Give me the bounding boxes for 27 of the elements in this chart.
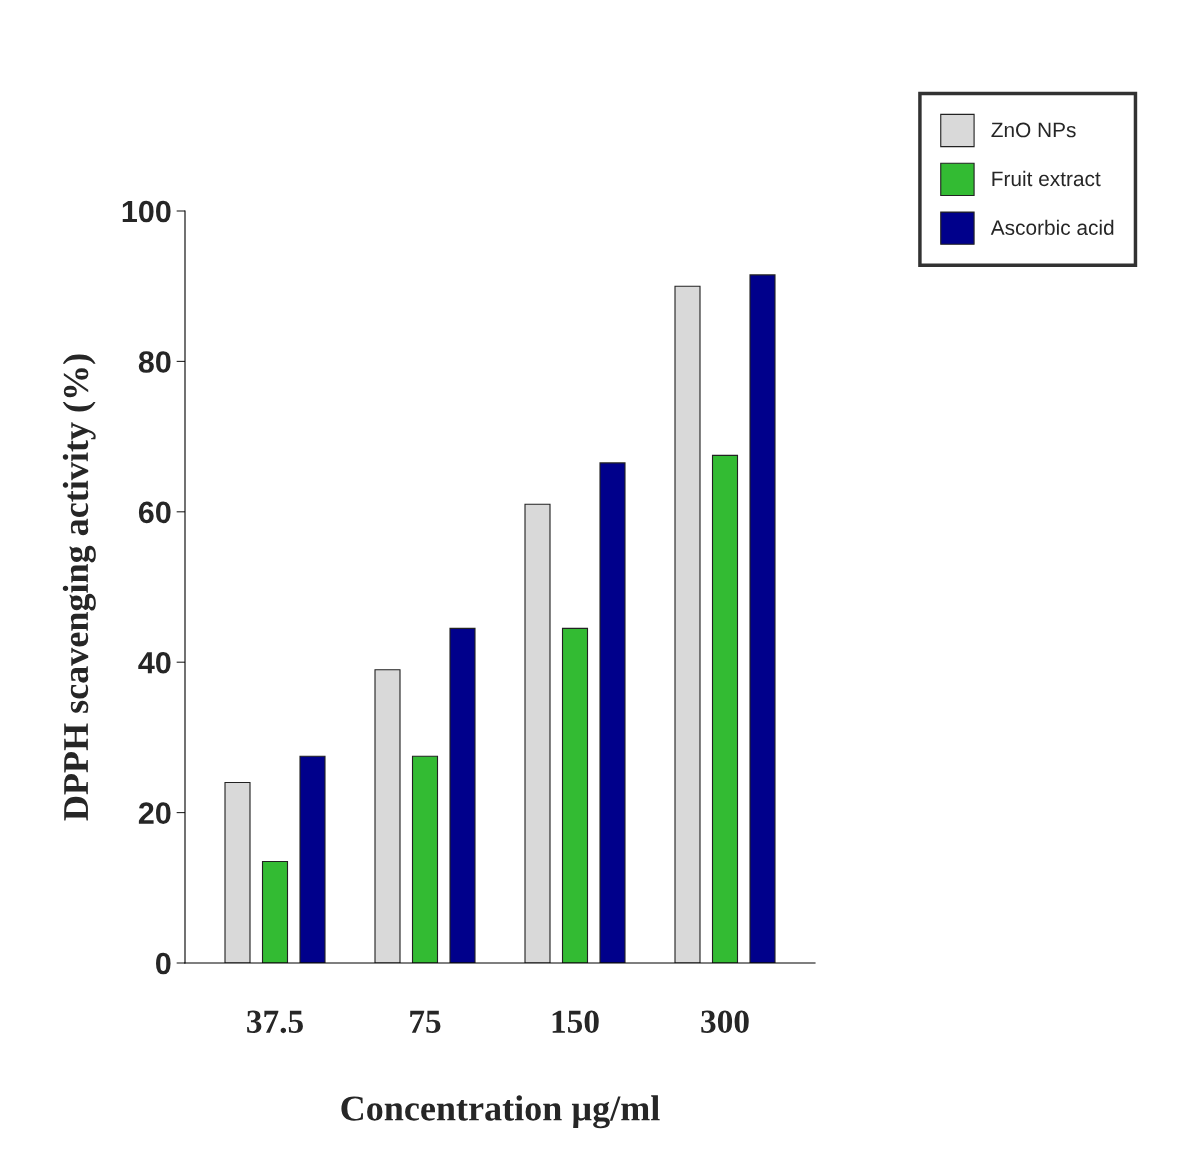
- legend-label: ZnO NPs: [991, 122, 1076, 138]
- bar: [374, 669, 401, 963]
- y-tick-label: 60: [138, 501, 171, 524]
- legend-label: Fruit extract: [992, 170, 1101, 187]
- bar: [749, 274, 776, 963]
- y-tick-label: 0: [156, 952, 171, 975]
- y-tick-label: 20: [138, 802, 171, 824]
- bar: [524, 503, 551, 963]
- bar: [224, 781, 251, 963]
- bar: [711, 454, 739, 963]
- x-tick-label: 37.5: [247, 1010, 303, 1034]
- x-tick-label: 300: [701, 1010, 749, 1033]
- y-axis-title: DPPH scavenging activity (%): [62, 354, 96, 821]
- legend-label: Ascorbic acid: [990, 219, 1114, 236]
- bar: [261, 860, 289, 963]
- x-tick-label: 150: [552, 1010, 599, 1033]
- bar: [449, 627, 476, 963]
- y-tick-label: 80: [138, 351, 171, 373]
- y-tick-label: 40: [138, 651, 171, 674]
- bar: [599, 462, 626, 963]
- bar: [411, 755, 439, 963]
- bar: [674, 285, 701, 963]
- bar: [561, 627, 589, 963]
- x-axis-title: Concentration µg/ml: [341, 1095, 660, 1129]
- x-tick-label: 75: [410, 1010, 441, 1033]
- y-tick-label: 100: [122, 200, 171, 223]
- bar: [299, 755, 326, 963]
